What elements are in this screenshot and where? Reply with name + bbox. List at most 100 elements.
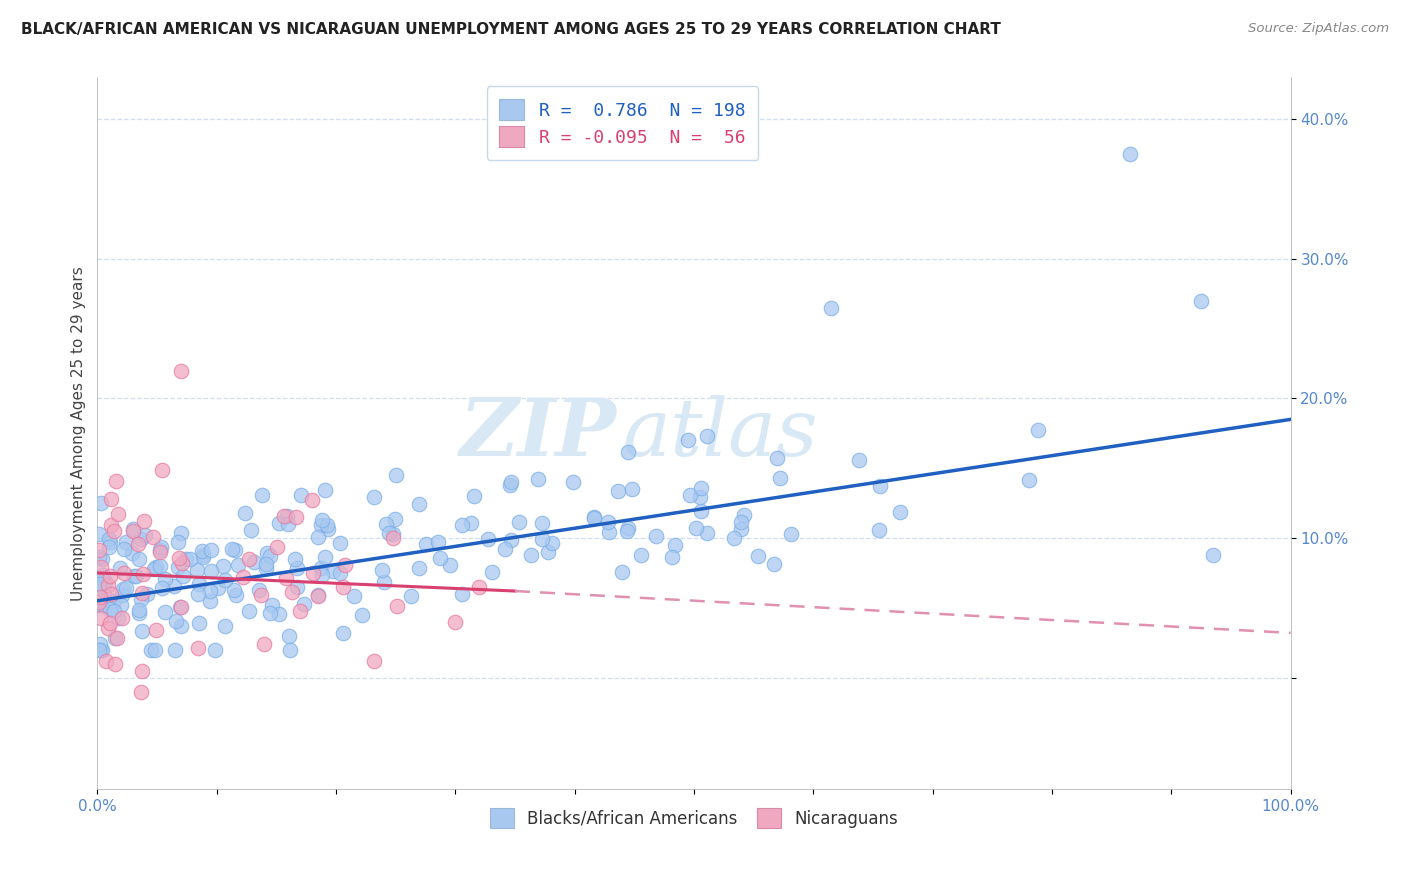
Point bbox=[204, 642, 226, 657]
Point bbox=[382, 531, 405, 545]
Point bbox=[382, 527, 405, 541]
Point bbox=[1202, 548, 1225, 562]
Point bbox=[468, 580, 491, 594]
Point bbox=[98, 601, 121, 615]
Point bbox=[384, 512, 406, 526]
Point bbox=[526, 472, 548, 486]
Point bbox=[384, 468, 406, 483]
Point bbox=[332, 626, 354, 640]
Point bbox=[1189, 293, 1212, 308]
Point bbox=[259, 607, 281, 621]
Point bbox=[262, 599, 284, 613]
Point bbox=[103, 604, 125, 618]
Point bbox=[128, 603, 150, 617]
Point bbox=[307, 588, 329, 602]
Point bbox=[371, 563, 394, 577]
Point bbox=[763, 557, 786, 571]
Point bbox=[685, 521, 707, 535]
Point bbox=[149, 545, 172, 559]
Point bbox=[94, 654, 117, 668]
Point bbox=[399, 589, 422, 603]
Point bbox=[664, 538, 686, 552]
Point bbox=[167, 535, 190, 549]
Point bbox=[285, 561, 308, 575]
Point bbox=[170, 526, 193, 541]
Point bbox=[104, 657, 127, 672]
Point bbox=[363, 491, 385, 505]
Point bbox=[322, 564, 344, 578]
Point bbox=[779, 527, 801, 541]
Point bbox=[277, 516, 299, 531]
Point bbox=[112, 541, 135, 556]
Point bbox=[281, 585, 304, 599]
Point bbox=[145, 623, 167, 637]
Point bbox=[332, 580, 354, 594]
Point bbox=[363, 654, 385, 668]
Point bbox=[153, 605, 176, 619]
Point bbox=[121, 546, 143, 560]
Point bbox=[98, 615, 121, 630]
Point bbox=[607, 483, 630, 498]
Point bbox=[730, 516, 752, 530]
Point bbox=[103, 631, 125, 645]
Point bbox=[307, 530, 329, 544]
Point bbox=[193, 548, 215, 562]
Point bbox=[582, 510, 605, 524]
Point bbox=[253, 637, 276, 651]
Text: Source: ZipAtlas.com: Source: ZipAtlas.com bbox=[1249, 22, 1389, 36]
Point bbox=[617, 521, 640, 535]
Point bbox=[94, 575, 117, 590]
Point bbox=[167, 551, 190, 566]
Point bbox=[426, 535, 449, 549]
Point bbox=[87, 549, 110, 564]
Point bbox=[621, 483, 644, 497]
Point bbox=[121, 524, 143, 538]
Point bbox=[373, 575, 395, 590]
Point bbox=[254, 561, 277, 575]
Point bbox=[598, 525, 620, 540]
Point bbox=[499, 533, 522, 547]
Point bbox=[212, 559, 235, 574]
Point bbox=[111, 588, 134, 602]
Point bbox=[243, 555, 266, 569]
Point bbox=[134, 528, 156, 542]
Point bbox=[131, 664, 153, 678]
Point bbox=[112, 582, 135, 597]
Point bbox=[247, 582, 270, 597]
Point bbox=[238, 552, 260, 566]
Point bbox=[129, 533, 152, 547]
Point bbox=[723, 531, 745, 545]
Point bbox=[477, 532, 499, 546]
Point bbox=[343, 589, 366, 603]
Point bbox=[329, 536, 352, 550]
Point bbox=[131, 624, 153, 638]
Point bbox=[276, 509, 298, 524]
Point bbox=[143, 642, 166, 657]
Point bbox=[378, 525, 401, 540]
Point bbox=[89, 595, 111, 609]
Point bbox=[259, 549, 281, 563]
Point bbox=[112, 566, 135, 581]
Point bbox=[121, 522, 143, 536]
Point bbox=[499, 478, 522, 492]
Point bbox=[170, 618, 193, 632]
Point bbox=[97, 621, 120, 635]
Point bbox=[207, 581, 229, 595]
Point bbox=[290, 604, 312, 618]
Point bbox=[1018, 474, 1040, 488]
Point bbox=[125, 569, 148, 583]
Point bbox=[150, 462, 173, 476]
Point bbox=[889, 505, 911, 519]
Point bbox=[105, 631, 128, 645]
Point bbox=[285, 580, 308, 594]
Point bbox=[129, 685, 152, 699]
Point bbox=[90, 642, 112, 657]
Point bbox=[582, 509, 605, 524]
Point bbox=[733, 508, 755, 523]
Point bbox=[198, 594, 221, 608]
Point bbox=[107, 611, 129, 625]
Point bbox=[460, 516, 482, 530]
Point bbox=[481, 566, 503, 580]
Point bbox=[149, 540, 172, 554]
Point bbox=[451, 587, 474, 601]
